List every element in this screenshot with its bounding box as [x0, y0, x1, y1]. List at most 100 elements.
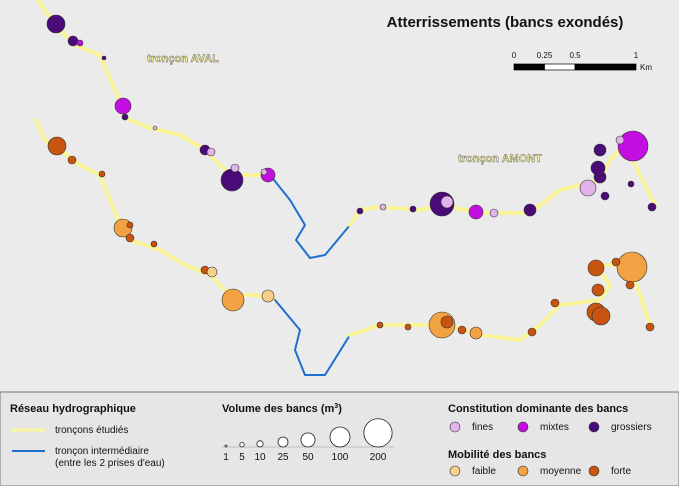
bank: [440, 195, 454, 209]
bank: [627, 180, 635, 188]
bank: [261, 289, 275, 303]
bank: [440, 315, 454, 329]
category-symbol: [449, 465, 461, 477]
map-title: Atterrissements (bancs exondés): [387, 14, 624, 31]
scale-segment: [544, 63, 576, 71]
bank: [404, 323, 412, 331]
category-label: fines: [472, 422, 493, 433]
scale-label: 1: [634, 51, 639, 60]
category-symbol: [588, 465, 600, 477]
category-label: faible: [472, 466, 496, 477]
size-symbol: [363, 418, 393, 448]
bank: [527, 327, 537, 337]
size-label: 10: [254, 452, 266, 463]
bank: [550, 298, 560, 308]
size-symbol: [329, 426, 351, 448]
bank: [579, 179, 597, 197]
bank: [590, 160, 606, 176]
legend-title: Volume des bancs (m3): [222, 403, 342, 415]
scale-bar: 0 0.25 0.5 1Km: [512, 51, 653, 72]
size-label: 1: [223, 452, 229, 463]
size-symbol: [239, 442, 245, 448]
legend-label: tronçons étudiés: [55, 425, 128, 436]
bank: [150, 240, 158, 248]
size-symbol: [256, 440, 264, 448]
bank: [76, 39, 84, 47]
intermediate-reach: [269, 174, 351, 259]
category-symbol: [588, 421, 600, 433]
bank: [645, 322, 655, 332]
bank: [600, 191, 610, 201]
bank: [67, 155, 77, 165]
scale-label: 0.5: [569, 51, 581, 60]
size-symbol: [224, 444, 228, 448]
bank: [409, 205, 417, 213]
bank: [126, 221, 134, 229]
bank: [489, 208, 499, 218]
legend-title: Réseau hydrographique: [10, 403, 136, 415]
size-label: 200: [370, 452, 387, 463]
reach-label: tronçon AVAL: [147, 53, 219, 65]
category-label: mixtes: [540, 422, 569, 433]
size-label: 50: [302, 452, 314, 463]
size-label: 100: [332, 452, 349, 463]
bank: [206, 147, 216, 157]
category-label: forte: [611, 466, 631, 477]
category-label: grossiers: [611, 422, 652, 433]
bank: [220, 168, 244, 192]
scale-segment: [574, 63, 637, 71]
bank: [611, 257, 621, 267]
legend-title: Constitution dominante des bancs: [448, 403, 628, 415]
bank: [587, 259, 605, 277]
bank: [46, 14, 66, 34]
scale-label: 0.25: [537, 51, 553, 60]
bank: [625, 280, 635, 290]
bank: [469, 326, 483, 340]
size-label: 5: [239, 452, 245, 463]
bank-symbols: [46, 14, 657, 340]
bank: [376, 321, 384, 329]
bank: [260, 168, 268, 176]
bank: [593, 143, 607, 157]
scale-unit: Km: [640, 63, 652, 72]
bank: [647, 202, 657, 212]
bank: [221, 288, 245, 312]
bank: [615, 135, 625, 145]
category-symbol: [517, 421, 529, 433]
bank: [67, 35, 79, 47]
size-label: 25: [277, 452, 289, 463]
bank: [468, 204, 484, 220]
category-legend: fines mixtes grossiers faible moyenne forte: [449, 421, 652, 477]
bank: [98, 170, 106, 178]
category-symbol: [449, 421, 461, 433]
size-symbol: [300, 432, 316, 448]
bank: [47, 136, 67, 156]
size-legend: 1 5 10 25 50 100 200: [223, 418, 393, 463]
bank: [591, 306, 611, 326]
reach-label: tronçon AMONT: [458, 153, 542, 165]
legend-label: tronçon intermédiaire: [55, 446, 149, 457]
bank: [121, 113, 129, 121]
legend-title: Mobilité des bancs: [448, 449, 546, 461]
bank: [230, 163, 240, 173]
intermediate-reach: [274, 299, 351, 376]
bank: [114, 97, 132, 115]
scale-label: 0: [512, 51, 517, 60]
category-symbol: [517, 465, 529, 477]
bank: [617, 130, 649, 162]
category-label: moyenne: [540, 466, 582, 477]
bank: [101, 55, 107, 61]
bank: [152, 125, 158, 131]
bank: [379, 203, 387, 211]
bank: [356, 207, 364, 215]
size-symbol: [277, 436, 289, 448]
bank: [457, 325, 467, 335]
bank: [616, 251, 648, 283]
scale-segment: [513, 63, 545, 71]
bank: [591, 283, 605, 297]
bank: [125, 233, 135, 243]
legend-label: (entre les 2 prises d'eau): [55, 458, 165, 469]
bank: [206, 266, 218, 278]
bank: [523, 203, 537, 217]
